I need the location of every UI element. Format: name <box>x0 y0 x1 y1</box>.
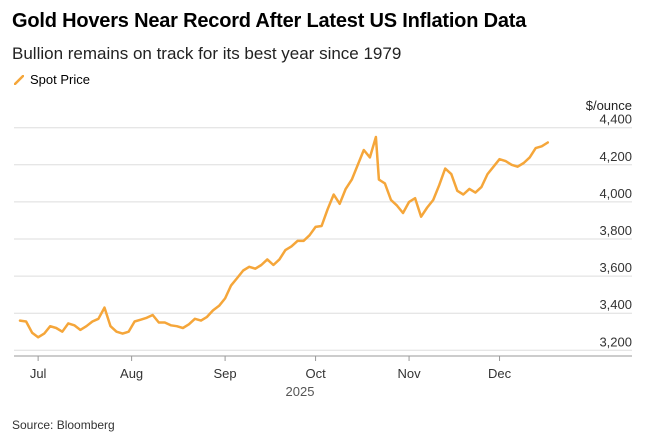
y-tick-label: 3,800 <box>599 223 632 238</box>
legend-label: Spot Price <box>30 72 90 87</box>
y-axis-unit-label: $/ounce <box>586 98 632 113</box>
x-tick-label: Nov <box>397 366 421 381</box>
chart-subtitle: Bullion remains on track for its best ye… <box>12 44 402 63</box>
x-tick-label: Dec <box>488 366 512 381</box>
series-line-spot-price <box>18 135 550 339</box>
x-tick-label: Sep <box>214 366 237 381</box>
x-axis: Jul Aug Sep Oct Nov Dec <box>30 356 512 381</box>
y-tick-label: 4,200 <box>599 149 632 164</box>
x-axis-year-label: 2025 <box>286 384 315 399</box>
y-tick-label: 3,400 <box>599 297 632 312</box>
x-tick-label: Jul <box>30 366 47 381</box>
y-tick-label: 3,200 <box>599 334 632 349</box>
y-axis: 3,200 3,400 3,600 3,800 4,000 4,200 4,400 <box>599 112 632 350</box>
y-tick-label: 4,000 <box>599 186 632 201</box>
legend-swatch-icon <box>14 74 24 85</box>
chart-title: Gold Hovers Near Record After Latest US … <box>12 10 527 32</box>
grid-lines <box>14 127 632 357</box>
y-tick-label: 4,400 <box>599 112 632 127</box>
legend: Spot Price <box>14 72 90 87</box>
y-tick-label: 3,600 <box>599 260 632 275</box>
x-tick-label: Oct <box>305 366 326 381</box>
source-note: Source: Bloomberg <box>12 418 115 432</box>
x-tick-label: Aug <box>120 366 143 381</box>
